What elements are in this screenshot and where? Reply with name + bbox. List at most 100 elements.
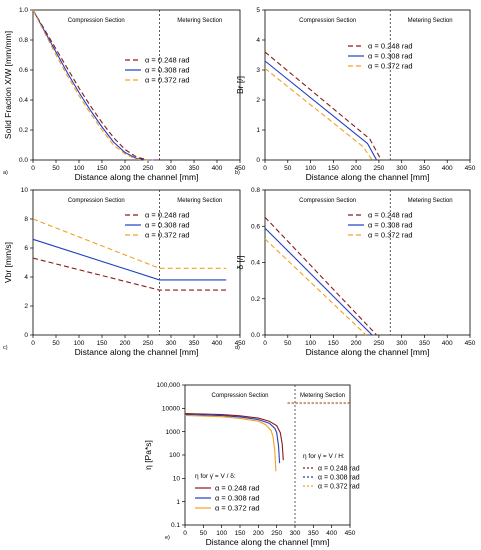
y-tick-label: 0.4 — [19, 97, 28, 104]
section-label-metering: Metering Section — [408, 18, 453, 24]
y-tick-label: 1000 — [166, 429, 181, 436]
x-tick-label: 450 — [235, 340, 246, 347]
y-tick-label: 4 — [256, 37, 260, 44]
legend-label: α = 0.308 rad — [145, 221, 190, 230]
legend-label: α = 0.308 rad — [368, 52, 413, 61]
legend-label: α = 0.248 rad — [368, 211, 413, 220]
y-tick-label: 6 — [24, 245, 28, 252]
y-tick-label: 10000 — [162, 406, 180, 413]
x-tick-label: 50 — [284, 340, 292, 347]
section-label-metering: Metering Section — [177, 198, 222, 204]
x-tick-label: 350 — [308, 530, 319, 537]
y-tick-label: 1 — [256, 127, 260, 134]
section-label-compression: Compression Section — [68, 18, 125, 24]
chart-panel: Compression Section Metering Section 0 50 10… — [3, 187, 246, 357]
legend-label: α = 0.308 rad — [368, 221, 413, 230]
section-label-compression: Compression Section — [68, 198, 125, 204]
legend-label: α = 0.372 rad — [145, 76, 190, 85]
x-tick-label: 250 — [373, 340, 384, 347]
x-tick-label: 250 — [143, 340, 154, 347]
x-axis-label: Distance along the channel [mm] — [75, 347, 199, 357]
legend-label: α = 0.308 rad — [318, 475, 360, 482]
y-tick-label: 0 — [24, 332, 28, 339]
y-tick-label: 0.6 — [19, 67, 28, 74]
y-tick-label: 1.0 — [19, 7, 28, 14]
y-tick-label: 4 — [24, 274, 28, 281]
x-tick-label: 100 — [216, 530, 227, 537]
series-line — [32, 9, 153, 161]
legend-label: α = 0.372 rad — [318, 484, 360, 491]
legend-label: α = 0.248 rad — [215, 484, 260, 493]
y-tick-label: 0.1 — [171, 522, 180, 529]
series-line — [264, 68, 373, 161]
panel-label: d) — [235, 345, 240, 351]
x-tick-label: 400 — [442, 165, 453, 172]
y-tick-label: 0.6 — [251, 223, 260, 230]
x-tick-label: 400 — [442, 340, 453, 347]
x-tick-label: 300 — [396, 165, 407, 172]
y-tick-label: 0 — [256, 157, 260, 164]
x-tick-label: 300 — [290, 530, 301, 537]
x-tick-label: 50 — [200, 530, 208, 537]
x-tick-label: 350 — [419, 340, 430, 347]
legend-label: α = 0.372 rad — [368, 231, 413, 240]
y-tick-label: 0.0 — [19, 157, 28, 164]
x-tick-label: 400 — [212, 340, 223, 347]
legend-title-compression: η for γ̇ = V / δ: — [195, 473, 236, 480]
x-tick-label: 300 — [166, 340, 177, 347]
y-tick-label: 10 — [21, 187, 29, 194]
legend-label: α = 0.248 rad — [368, 42, 413, 51]
legend-label: α = 0.248 rad — [145, 211, 190, 220]
y-tick-label: 0.4 — [251, 260, 260, 267]
y-axis-label: δ [/] — [235, 255, 245, 269]
section-label-compression: Compression Section — [299, 198, 356, 204]
x-tick-label: 100 — [305, 340, 316, 347]
x-tick-label: 50 — [52, 165, 60, 172]
x-tick-label: 250 — [143, 165, 154, 172]
y-tick-label: 100 — [169, 452, 180, 459]
series-line — [264, 227, 373, 336]
x-tick-label: 100 — [74, 165, 85, 172]
y-tick-label: 8 — [24, 216, 28, 223]
x-tick-label: 0 — [263, 340, 267, 347]
series-line — [264, 51, 382, 161]
x-tick-label: 300 — [396, 340, 407, 347]
x-axis-label: Distance along the channel [mm] — [306, 347, 430, 357]
x-tick-label: 250 — [271, 530, 282, 537]
section-label-compression: Compression Section — [299, 18, 356, 24]
panel-label: e) — [165, 535, 170, 541]
series-line — [32, 9, 158, 161]
legend-label: α = 0.372 rad — [145, 231, 190, 240]
x-tick-label: 350 — [189, 165, 200, 172]
chart-panel: Compression Section Metering Section 0 50 10… — [235, 187, 476, 357]
legend-label: α = 0.372 rad — [368, 62, 413, 71]
y-tick-label: 100,000 — [157, 382, 181, 389]
y-tick-label: 10 — [173, 476, 181, 483]
x-tick-label: 450 — [235, 165, 246, 172]
x-tick-label: 450 — [345, 530, 356, 537]
x-tick-label: 200 — [253, 530, 264, 537]
x-tick-label: 150 — [235, 530, 246, 537]
y-tick-label: 0.8 — [19, 37, 28, 44]
y-tick-label: 2 — [24, 303, 28, 310]
series-line — [32, 238, 227, 281]
legend-label: α = 0.308 rad — [215, 494, 260, 503]
y-tick-label: 3 — [256, 67, 260, 74]
x-tick-label: 150 — [97, 165, 108, 172]
x-tick-label: 50 — [284, 165, 292, 172]
legend-label: α = 0.248 rad — [318, 466, 360, 473]
x-tick-label: 50 — [52, 340, 60, 347]
series-line — [264, 238, 367, 336]
x-tick-label: 0 — [183, 530, 187, 537]
y-tick-label: 0.8 — [251, 187, 260, 194]
series-line — [184, 414, 277, 472]
legend-label: α = 0.372 rad — [215, 504, 260, 513]
y-tick-label: 0.2 — [251, 296, 260, 303]
plot-frame — [32, 189, 241, 336]
plot-frame — [264, 9, 471, 161]
x-tick-label: 200 — [351, 165, 362, 172]
x-tick-label: 150 — [328, 340, 339, 347]
x-tick-label: 450 — [465, 165, 476, 172]
section-label-metering: Metering Section — [408, 198, 453, 204]
